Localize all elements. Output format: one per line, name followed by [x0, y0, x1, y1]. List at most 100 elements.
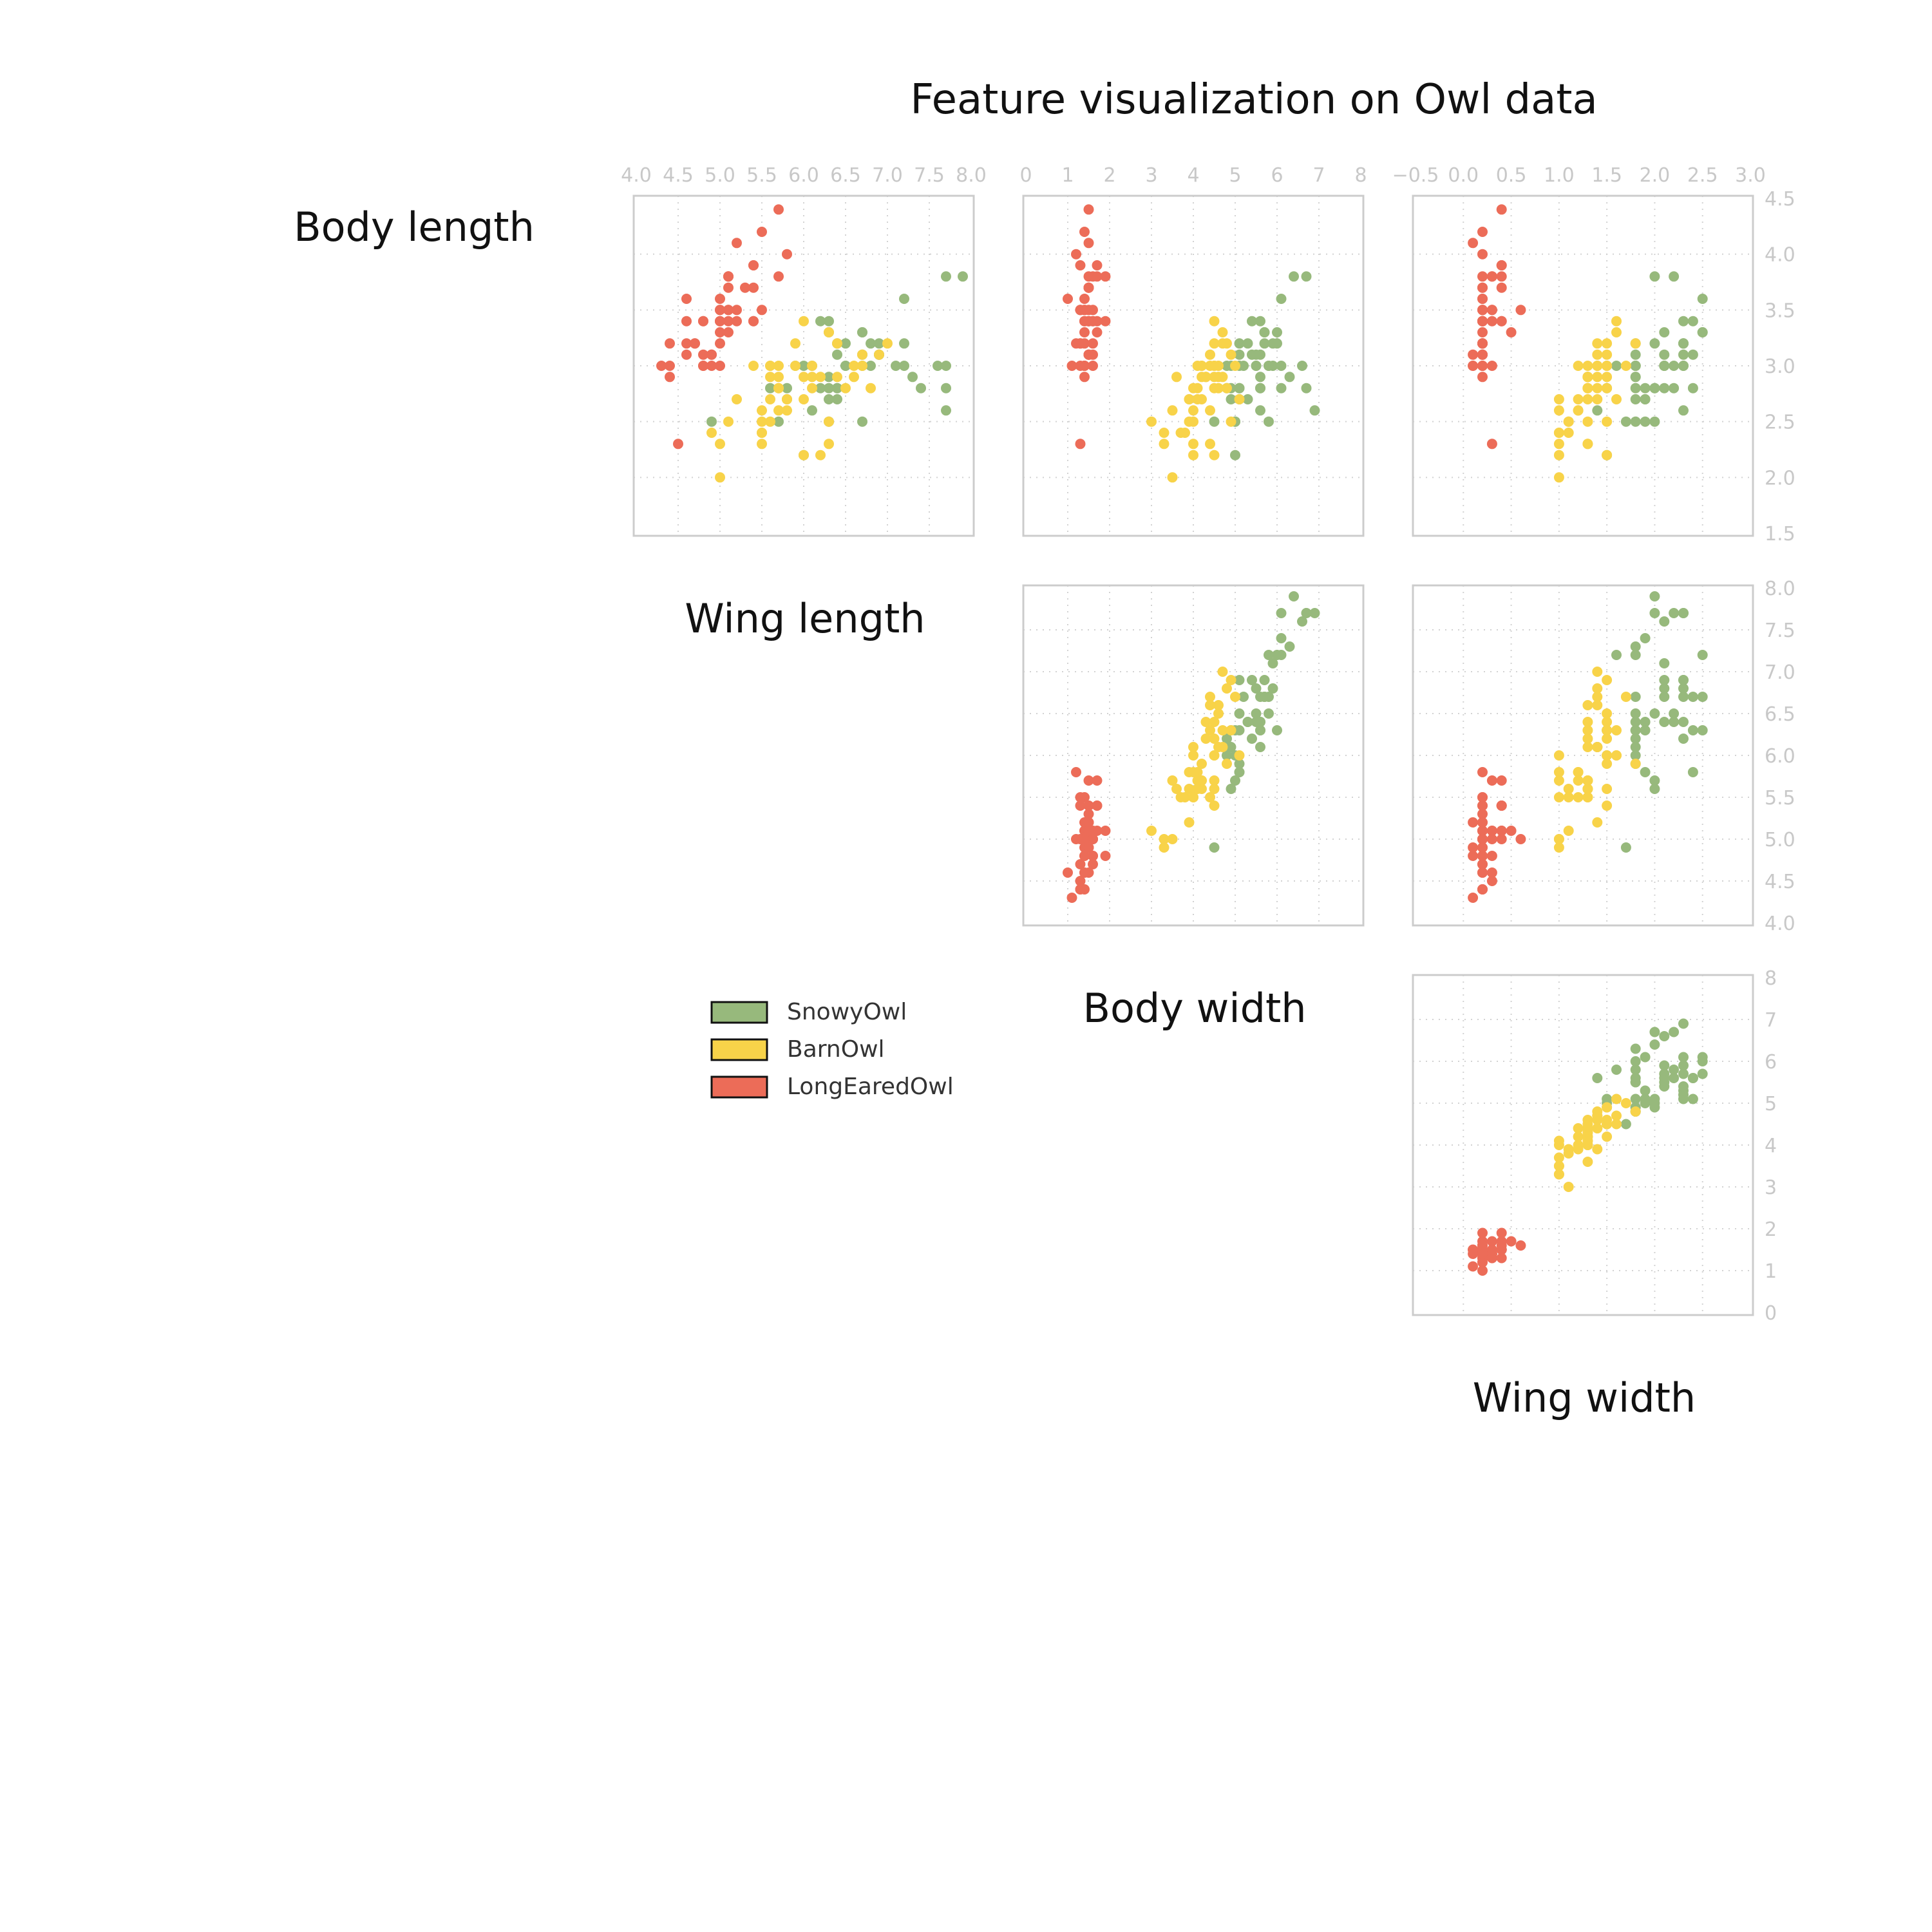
data-point-barnowl [1553, 834, 1564, 844]
data-point-snowyowl [1659, 658, 1670, 668]
data-point-longearedowl [1468, 1244, 1479, 1255]
data-point-longearedowl [1486, 1236, 1497, 1247]
data-point-snowyowl [1230, 450, 1240, 460]
data-point-barnowl [1630, 759, 1641, 769]
data-point-snowyowl [1649, 338, 1660, 349]
data-point-longearedowl [1083, 817, 1094, 828]
y-tick-label: 3 [1765, 1177, 1777, 1199]
data-point-snowyowl [832, 394, 842, 404]
data-point-barnowl [765, 372, 775, 383]
data-point-barnowl [1146, 826, 1157, 836]
data-point-snowyowl [706, 416, 717, 427]
data-point-longearedowl [1477, 294, 1488, 304]
data-point-barnowl [1592, 1144, 1603, 1155]
y-tick-label: 0 [1765, 1302, 1777, 1325]
data-point-longearedowl [1075, 260, 1086, 270]
data-point-snowyowl [916, 383, 926, 393]
data-point-barnowl [1553, 1152, 1564, 1163]
data-point-longearedowl [1496, 1253, 1507, 1264]
data-point-barnowl [1197, 361, 1207, 371]
data-point-longearedowl [1496, 260, 1507, 270]
data-point-barnowl [765, 361, 775, 371]
x-tick-label: 0.5 [1496, 164, 1527, 187]
data-point-longearedowl [1506, 1236, 1517, 1247]
data-point-longearedowl [1083, 238, 1094, 249]
data-point-longearedowl [1092, 800, 1103, 811]
data-point-snowyowl [1276, 608, 1287, 618]
data-point-barnowl [1582, 1115, 1593, 1125]
data-point-snowyowl [1309, 608, 1320, 618]
data-point-longearedowl [1477, 1227, 1488, 1238]
data-point-snowyowl [1659, 349, 1670, 360]
data-point-snowyowl [1242, 394, 1253, 404]
data-point-snowyowl [1264, 650, 1274, 660]
data-point-longearedowl [748, 282, 759, 293]
data-point-snowyowl [1678, 1090, 1689, 1100]
data-point-longearedowl [1079, 227, 1090, 237]
x-tick-label: 1 [1061, 164, 1074, 187]
data-point-longearedowl [706, 361, 717, 371]
data-point-barnowl [1209, 316, 1220, 327]
data-point-snowyowl [874, 338, 884, 349]
panel-frame [1412, 194, 1754, 537]
data-point-snowyowl [1242, 338, 1253, 349]
data-point-longearedowl [1477, 817, 1488, 828]
data-point-snowyowl [1620, 842, 1631, 853]
data-point-barnowl [1553, 428, 1564, 438]
data-point-longearedowl [656, 361, 667, 371]
data-point-barnowl [1592, 667, 1603, 677]
data-point-longearedowl [1063, 294, 1073, 304]
data-point-snowyowl [1678, 1068, 1689, 1079]
data-point-barnowl [1602, 450, 1613, 460]
data-point-barnowl [1582, 1157, 1593, 1167]
data-point-snowyowl [1697, 1068, 1708, 1079]
data-point-longearedowl [748, 316, 759, 327]
data-point-snowyowl [1630, 717, 1641, 727]
scatter-panel-2: 0 1 2 3 4 5 6 7 8 [1019, 164, 1367, 537]
data-point-snowyowl [1276, 361, 1287, 371]
data-point-snowyowl [815, 316, 826, 327]
x-tick-label: 5.5 [746, 164, 777, 187]
data-point-barnowl [1188, 439, 1198, 450]
x-tick-label: 6.0 [788, 164, 819, 187]
data-point-barnowl [1226, 349, 1236, 360]
data-point-longearedowl [1477, 809, 1488, 819]
diagonal-label: Wing width [1473, 1374, 1696, 1421]
chart-title: Feature visualization on Owl data [910, 76, 1597, 124]
data-point-barnowl [857, 349, 867, 360]
data-point-barnowl [1611, 750, 1622, 761]
data-point-snowyowl [1659, 361, 1670, 371]
data-point-barnowl [1582, 1135, 1593, 1146]
data-point-barnowl [1592, 394, 1603, 404]
data-point-barnowl [799, 450, 809, 460]
data-point-snowyowl [1234, 767, 1245, 777]
y-tick-label: 4.5 [1765, 871, 1795, 893]
data-point-barnowl [773, 361, 784, 371]
data-point-barnowl [1188, 742, 1198, 752]
data-point-barnowl [824, 327, 834, 337]
data-point-barnowl [1209, 338, 1220, 349]
data-point-snowyowl [1247, 316, 1257, 327]
data-point-barnowl [1159, 834, 1170, 844]
data-point-barnowl [1620, 361, 1631, 371]
data-point-barnowl [807, 383, 817, 393]
data-point-longearedowl [1100, 316, 1111, 327]
data-point-snowyowl [1264, 361, 1274, 371]
data-point-longearedowl [1088, 851, 1098, 861]
data-point-snowyowl [832, 383, 842, 393]
data-point-snowyowl [857, 327, 867, 337]
data-point-barnowl [706, 428, 717, 438]
data-point-barnowl [799, 372, 809, 383]
data-point-barnowl [807, 372, 817, 383]
y-tick-label: 2.0 [1765, 467, 1795, 489]
data-point-barnowl [1582, 361, 1593, 371]
data-point-barnowl [1592, 383, 1603, 393]
data-point-snowyowl [1226, 742, 1236, 752]
data-point-longearedowl [1486, 271, 1497, 282]
data-point-barnowl [1592, 683, 1603, 694]
data-point-snowyowl [866, 338, 876, 349]
data-point-snowyowl [1659, 692, 1670, 702]
data-point-snowyowl [1592, 1073, 1603, 1083]
data-point-snowyowl [1234, 759, 1245, 769]
data-point-snowyowl [866, 361, 876, 371]
